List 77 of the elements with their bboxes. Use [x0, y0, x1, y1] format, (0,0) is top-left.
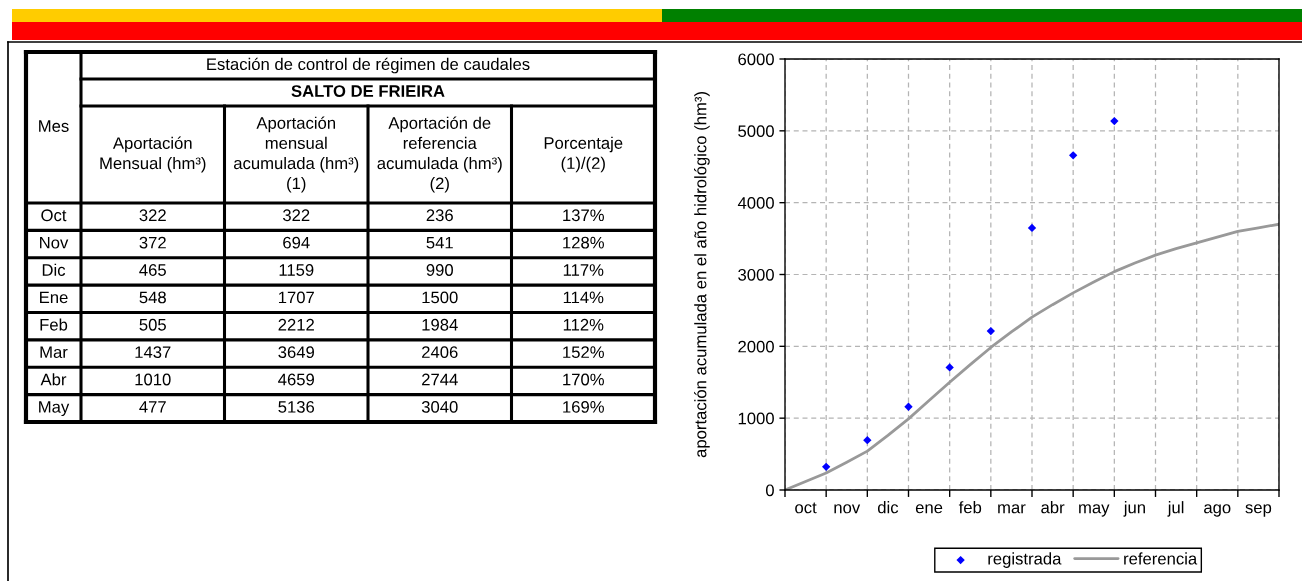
data-label: 694: [283, 236, 310, 249]
category-label: May: [39, 401, 70, 417]
data-label: 114%: [563, 291, 604, 304]
x-tick-label: jul: [1167, 501, 1184, 517]
data-label: 990: [426, 264, 453, 276]
data-label: 137%: [563, 209, 604, 222]
data-label: 117%: [563, 264, 604, 276]
data-label: 4659: [278, 373, 314, 386]
text: Mes: [39, 120, 69, 132]
data-label: 1159: [279, 264, 314, 276]
legend-label: referencia: [1124, 552, 1198, 565]
data-label: 322: [139, 209, 166, 222]
y-tick-label: 2000: [738, 340, 774, 353]
point: [822, 462, 831, 472]
text: Estación de control de régimen de caudales: [207, 57, 530, 74]
legend-label: registrada: [988, 552, 1062, 568]
point: [863, 435, 872, 445]
x-tick-label: ene: [915, 504, 943, 514]
category-label: Mar: [40, 346, 68, 359]
data-label: 169%: [563, 400, 604, 413]
data-label: 112%: [563, 318, 604, 331]
data-label: 1500: [422, 291, 458, 304]
y-tick-label: 1000: [738, 412, 774, 425]
y-tick-label: 0: [765, 484, 774, 497]
point: [904, 402, 913, 411]
data-label: 1437: [135, 346, 171, 359]
category-label: Nov: [40, 236, 69, 249]
data-label: 477: [139, 401, 166, 413]
text: Porcentaje (1)/(2): [544, 136, 623, 173]
x-tick-label: may: [1079, 504, 1110, 517]
text: Aportación Mensual (hm³): [100, 136, 206, 173]
text: Aportación de referencia acumulada (hm³) (2): [377, 116, 502, 193]
y-tick-label: 6000: [738, 53, 774, 66]
x-tick-label: mar: [998, 504, 1026, 514]
data-label: 5136: [278, 400, 315, 413]
data-label: 2212: [278, 318, 314, 331]
x-tick-label: nov: [834, 504, 861, 514]
category-label: Oct: [41, 209, 67, 222]
data-label: 2744: [422, 373, 458, 386]
point: [945, 363, 954, 372]
data-label: 1010: [135, 373, 171, 386]
x-tick-label: jun: [1123, 501, 1145, 517]
data-label: 1984: [422, 318, 458, 331]
y-axis-title: aportación acumulada en el año hidrológico (hm³): [694, 92, 710, 458]
data-label: 465: [139, 264, 166, 276]
x-tick-label: abr: [1041, 501, 1065, 514]
x-tick-label: oct: [795, 502, 817, 514]
x-tick-label: feb: [958, 501, 982, 514]
text: SALTO DE FRIEIRA: [291, 85, 445, 97]
x-tick-label: dic: [877, 501, 899, 514]
category-label: Abr: [40, 373, 67, 386]
y-tick-label: 5000: [738, 125, 774, 138]
x-tick-label: ago: [1204, 504, 1231, 517]
point: [1069, 151, 1078, 160]
x-tick-label: sep: [1245, 504, 1272, 517]
data-label: 170%: [563, 373, 604, 386]
data-label: 128%: [563, 236, 604, 249]
category-label: Feb: [40, 318, 68, 331]
y-tick-label: 3000: [738, 268, 774, 281]
data-label: 548: [139, 291, 166, 304]
point: [1110, 116, 1119, 126]
data-label: 372: [139, 236, 166, 249]
point: [1027, 223, 1037, 233]
data-label: 3040: [421, 400, 458, 413]
data-label: 3649: [278, 346, 314, 359]
data-label: 1707: [278, 291, 314, 304]
point: [986, 326, 995, 336]
data-label: 236: [426, 209, 453, 222]
category-label: Ene: [40, 291, 68, 304]
data-label: 505: [139, 318, 166, 331]
y-tick-label: 4000: [737, 197, 774, 209]
data-label: 2406: [422, 346, 458, 359]
data-label: 322: [282, 209, 310, 222]
text: Aportación mensual acumulada (hm³) (1): [233, 116, 359, 193]
data-label: 152%: [563, 346, 604, 359]
category-label: Dic: [42, 263, 66, 276]
data-label: 541: [426, 236, 453, 249]
